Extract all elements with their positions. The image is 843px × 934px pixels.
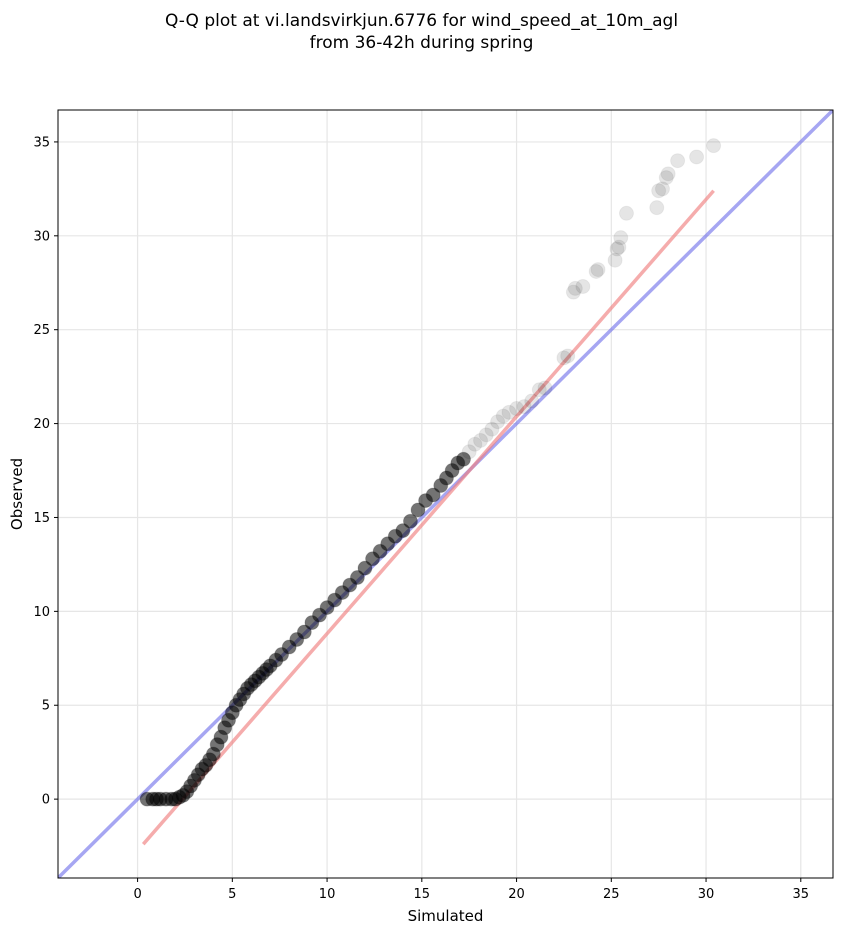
data-point: [689, 149, 705, 165]
chart-title: Q-Q plot at vi.landsvirkjun.6776 for win…: [0, 10, 843, 54]
data-point: [495, 408, 511, 424]
y-tick-label: 30: [33, 229, 50, 244]
grid: [58, 110, 833, 878]
y-tick-label: 5: [42, 699, 50, 714]
x-tick-label: 20: [508, 887, 525, 902]
data-point: [575, 279, 591, 295]
x-tick-label: 30: [698, 887, 715, 902]
y-tick-label: 35: [33, 135, 50, 150]
reference-lines: [58, 110, 833, 878]
data-point: [461, 444, 477, 460]
data-point: [395, 523, 411, 539]
data-point: [590, 262, 606, 278]
data-point: [501, 404, 517, 420]
plot-frame: [57, 109, 834, 879]
data-point: [357, 560, 373, 576]
x-tick-label: 15: [414, 887, 431, 902]
data-point: [456, 451, 472, 467]
data-point: [654, 181, 670, 197]
x-tick-label: 35: [793, 887, 810, 902]
data-point: [565, 284, 581, 300]
x-tick-label: 5: [228, 887, 236, 902]
x-tick-label: 0: [133, 887, 141, 902]
data-point: [649, 200, 665, 216]
data-point: [651, 183, 667, 199]
data-point: [537, 380, 553, 396]
data-point: [349, 570, 365, 586]
data-point: [567, 280, 583, 296]
data-point: [670, 153, 686, 169]
data-points: [139, 138, 722, 807]
data-point: [467, 436, 483, 452]
data-point: [588, 263, 604, 279]
data-point: [509, 401, 525, 417]
data-point: [473, 432, 489, 448]
data-point: [706, 138, 722, 154]
x-tick-label: 25: [603, 887, 620, 902]
chart-title-line-2: from 36-42h during spring: [309, 33, 534, 53]
data-point: [531, 382, 547, 398]
axis-ticks: 0 5 10 15 20 25 30 35 0 5 10 15 20 25 30 35: [33, 135, 809, 902]
data-point: [410, 502, 426, 518]
y-axis-label: Observed: [8, 458, 26, 530]
data-point: [618, 205, 634, 221]
data-point: [478, 427, 494, 443]
chart-title-line-1: Q-Q plot at vi.landsvirkjun.6776 for win…: [164, 11, 679, 31]
x-axis-label: Simulated: [408, 907, 484, 925]
data-point: [660, 166, 676, 182]
data-point: [524, 393, 540, 409]
data-point: [607, 252, 623, 268]
data-point: [609, 241, 625, 257]
y-tick-label: 20: [33, 417, 50, 432]
y-tick-label: 15: [33, 511, 50, 526]
x-tick-label: 10: [319, 887, 336, 902]
data-point: [556, 350, 572, 366]
data-point: [560, 348, 576, 364]
data-point: [490, 414, 506, 430]
data-point: [484, 421, 500, 437]
data-point: [611, 239, 627, 255]
y-tick-label: 10: [33, 605, 50, 620]
y-tick-label: 25: [33, 323, 50, 338]
data-point: [402, 513, 418, 529]
data-point: [296, 624, 312, 640]
fit-line: [141, 189, 715, 846]
y-tick-label: 0: [42, 793, 50, 808]
identity-line: [58, 110, 833, 878]
data-point: [658, 170, 674, 186]
data-point: [516, 399, 532, 415]
data-point: [613, 230, 629, 246]
data-point: [425, 487, 441, 503]
